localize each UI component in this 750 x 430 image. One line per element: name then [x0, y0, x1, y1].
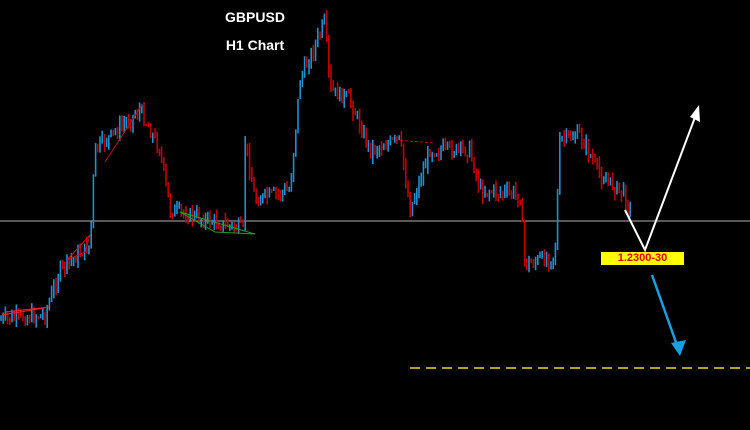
chart-subtitle: H1 Chart: [225, 37, 285, 53]
pattern-line: [104, 104, 143, 163]
pattern-line: [394, 139, 436, 144]
pattern-line: [179, 211, 256, 235]
up-arrowhead-icon: [690, 105, 700, 122]
pattern-line: [1, 306, 51, 316]
down-arrowhead-icon: [671, 340, 686, 356]
chart-title: GBPUSD: [225, 9, 285, 25]
down-forecast-arrow: [650, 274, 680, 349]
target-price-label: 1.2300-30: [601, 252, 684, 265]
up-forecast-arrow: [624, 111, 698, 253]
pattern-line: [66, 234, 91, 261]
